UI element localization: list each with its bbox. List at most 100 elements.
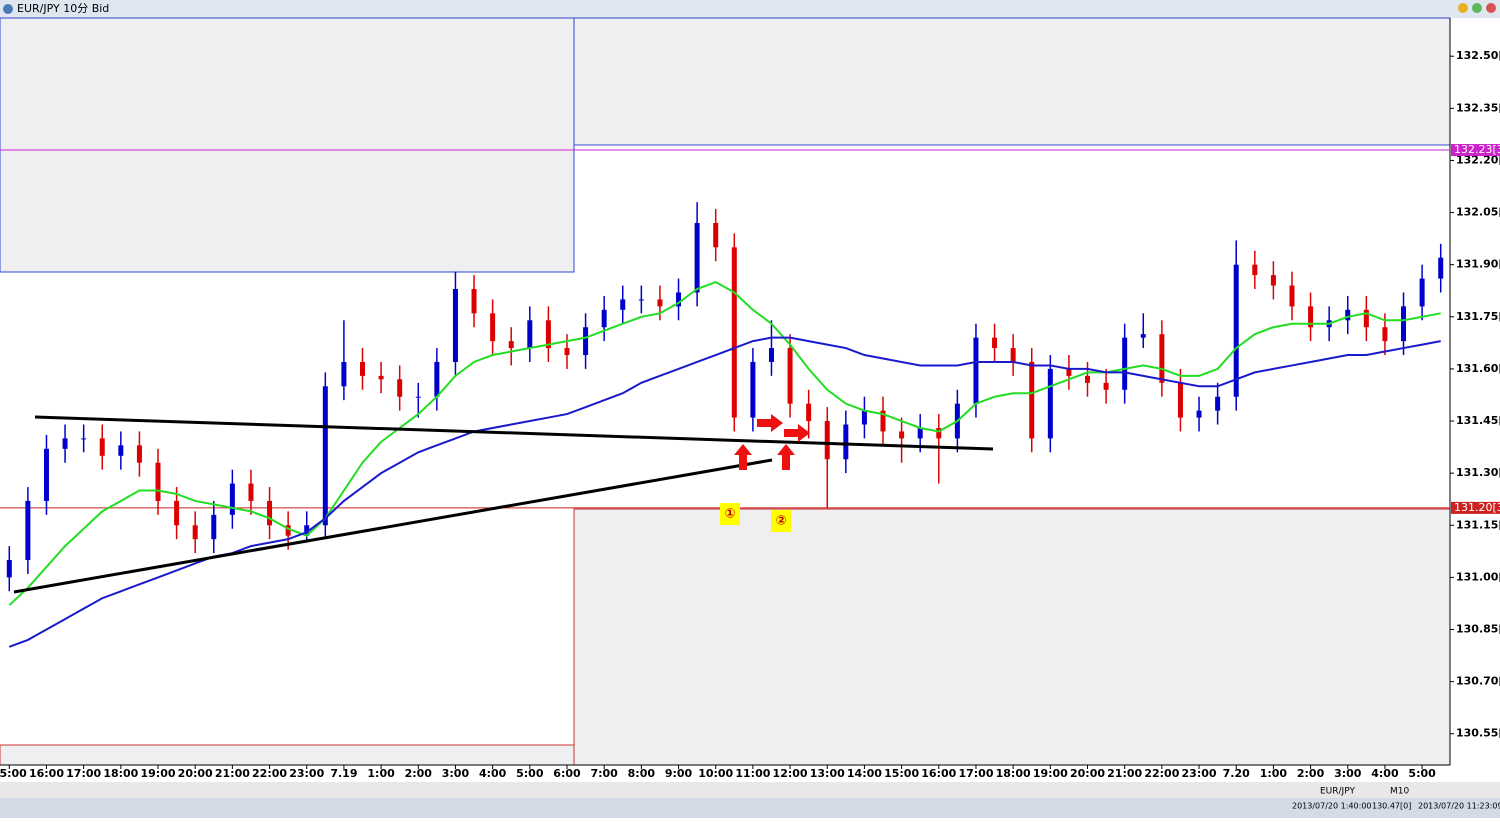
candle-body xyxy=(583,327,589,356)
x-tick-label: 20:00 xyxy=(178,767,213,780)
x-tick-label: 8:00 xyxy=(628,767,656,780)
candle-body xyxy=(211,514,217,540)
close-button[interactable] xyxy=(1486,3,1496,13)
trendline xyxy=(34,415,994,451)
candle-body xyxy=(917,427,923,439)
candle-body xyxy=(378,375,384,380)
x-tick-label: 11:00 xyxy=(735,767,770,780)
candle-body xyxy=(527,320,533,349)
x-tick-label: 15:00 xyxy=(0,767,27,780)
y-tick-label: 132.05[0 xyxy=(1456,206,1500,219)
candle-body xyxy=(1345,309,1351,321)
candle-body xyxy=(1419,278,1425,307)
candle-body xyxy=(99,438,105,456)
x-tick-label: 3:00 xyxy=(442,767,470,780)
y-tick-label: 131.45[0 xyxy=(1456,414,1500,427)
level-label: 131.20[3 xyxy=(1454,501,1500,514)
x-tick-label: 21:00 xyxy=(215,767,250,780)
arrow xyxy=(784,424,810,442)
x-tick-label: 19:00 xyxy=(141,767,176,780)
x-tick-label: 1:00 xyxy=(367,767,395,780)
candle-body xyxy=(248,483,254,501)
status-period: M10 xyxy=(1390,787,1409,797)
candle-body xyxy=(657,299,663,307)
candle-body xyxy=(1382,327,1388,342)
candle-body xyxy=(1010,348,1016,362)
candle-body xyxy=(768,348,774,362)
minimize-button[interactable] xyxy=(1458,3,1468,13)
candle-body xyxy=(508,341,514,349)
window-icon xyxy=(3,4,13,14)
x-tick-label: 19:00 xyxy=(1033,767,1068,780)
candle-body xyxy=(434,361,440,397)
candle-body xyxy=(490,313,496,342)
candle-body xyxy=(1363,309,1369,328)
candle-body xyxy=(1140,334,1146,338)
title-bar xyxy=(0,0,1500,18)
note-label: ② xyxy=(775,514,786,529)
candle-body xyxy=(62,438,68,449)
x-tick-label: 22:00 xyxy=(252,767,287,780)
candle-body xyxy=(155,462,161,501)
y-tick-label: 132.35[0 xyxy=(1456,101,1500,114)
zone-box xyxy=(0,17,575,273)
status-bar xyxy=(0,798,1500,818)
status-time: 2013/07/20 1:40:00 xyxy=(1292,802,1372,811)
y-tick-label: 131.30[0 xyxy=(1456,466,1500,479)
trendline xyxy=(13,458,773,594)
candle-body xyxy=(6,560,12,578)
x-tick-label: 10:00 xyxy=(698,767,733,780)
candle-body xyxy=(843,424,849,460)
y-tick-label: 131.60[0 xyxy=(1456,362,1500,375)
x-tick-label: 17:00 xyxy=(66,767,101,780)
maximize-button[interactable] xyxy=(1472,3,1482,13)
note-box xyxy=(720,503,740,525)
candle-body xyxy=(1196,410,1202,418)
x-tick-label: 20:00 xyxy=(1070,767,1105,780)
candle-body xyxy=(861,410,867,425)
y-tick-label: 131.15[0 xyxy=(1456,518,1500,531)
status-clock: 2013/07/20 11:23:09 xyxy=(1418,802,1500,811)
zone-box xyxy=(573,17,1451,146)
level-label: 132.23[3 xyxy=(1454,143,1500,156)
candle-body xyxy=(43,448,49,501)
plot-area xyxy=(0,17,1451,766)
scrollbar[interactable] xyxy=(0,782,1500,798)
x-tick-label: 5:00 xyxy=(516,767,544,780)
status-price: 130.47[0] xyxy=(1372,802,1411,811)
x-tick-label: 1:00 xyxy=(1260,767,1288,780)
status-symbol: EUR/JPY xyxy=(1320,787,1355,797)
candle-body xyxy=(1438,257,1444,279)
candle-body xyxy=(1401,306,1407,342)
zone-box xyxy=(0,744,575,766)
x-tick-label: 4:00 xyxy=(1371,767,1399,780)
candle-body xyxy=(973,337,979,404)
level-tag xyxy=(1451,501,1500,514)
candle-body xyxy=(731,247,737,418)
x-tick-label: 17:00 xyxy=(958,767,993,780)
candle-body xyxy=(936,427,942,439)
x-tick-label: 13:00 xyxy=(810,767,845,780)
x-tick-label: 9:00 xyxy=(665,767,693,780)
x-tick-label: 22:00 xyxy=(1144,767,1179,780)
candle-body xyxy=(601,309,607,328)
zone-box xyxy=(573,508,1451,766)
candle-body xyxy=(415,396,421,398)
y-tick-label: 130.85[0 xyxy=(1456,622,1500,635)
candle-body xyxy=(360,361,365,376)
candle-body xyxy=(1103,382,1109,390)
candle-body xyxy=(1085,375,1090,383)
candle-body xyxy=(25,500,31,561)
candle-body xyxy=(1047,368,1053,439)
y-tick-label: 130.70[0 xyxy=(1456,675,1500,688)
moving-average xyxy=(8,280,1441,606)
candle-body xyxy=(713,222,719,248)
y-tick-label: 130.55[0 xyxy=(1456,727,1500,740)
x-tick-label: 18:00 xyxy=(996,767,1031,780)
candle-body xyxy=(545,320,551,349)
x-tick-label: 21:00 xyxy=(1107,767,1142,780)
x-tick-label: 18:00 xyxy=(103,767,138,780)
moving-average xyxy=(8,336,1441,648)
